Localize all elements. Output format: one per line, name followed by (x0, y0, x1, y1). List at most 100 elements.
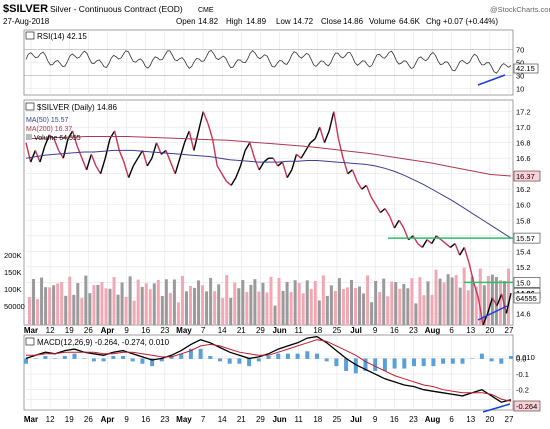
volume-bar (209, 277, 213, 325)
price-segment (146, 157, 153, 167)
price-segment (286, 169, 293, 178)
volume-bar (144, 283, 148, 325)
x-tick-label: 7 (201, 415, 206, 424)
price-segment (417, 242, 423, 248)
price-segment (99, 157, 106, 174)
x-tick-label: 29 (256, 326, 265, 335)
macd-panel (23, 334, 514, 411)
volume-bar (289, 291, 293, 325)
macd-trend-line (482, 403, 511, 413)
volume-bar (370, 302, 374, 325)
price-tick-label: 16.0 (516, 201, 531, 210)
macd-histogram-bar (169, 356, 174, 359)
volume-bar (446, 274, 450, 325)
price-segment (398, 219, 405, 229)
price-segment (216, 165, 223, 175)
macd-histogram-bar (509, 356, 513, 359)
macd-histogram-bar (334, 358, 339, 367)
price-segment (44, 134, 50, 147)
volume-bar (350, 279, 353, 325)
volume-bar (418, 277, 422, 325)
price-segment (468, 262, 475, 283)
macd-histogram-bar (237, 358, 242, 364)
volume-bar (466, 290, 470, 325)
volume-bar (269, 276, 273, 325)
volume-bar (156, 279, 160, 325)
macd-histogram-bar (111, 356, 116, 359)
x-tick-label: 14 (218, 326, 227, 335)
price-segment (431, 235, 437, 244)
macd-histogram-bar (227, 358, 232, 364)
price-segment (249, 142, 256, 159)
macd-title: MACD(12,26,9) -0.264, -0.274, 0.010 (37, 338, 170, 347)
price-segment (445, 242, 451, 248)
macd-histogram-bar (101, 358, 106, 362)
volume-bar (221, 298, 225, 325)
volume-bars (28, 267, 510, 325)
price-segment (53, 138, 60, 151)
volume-tick-label: 200K (4, 251, 22, 260)
x-tick-label: 23 (409, 415, 418, 424)
price-segment (174, 157, 181, 174)
price-segment (370, 196, 377, 206)
x-tick-label: 16 (141, 326, 150, 335)
price-segment (90, 154, 97, 167)
macd-histogram-bar (353, 358, 358, 374)
price-tick-label: 14.6 (516, 309, 531, 318)
x-tick-label: May (176, 415, 192, 424)
x-tick-label: 9 (124, 326, 129, 335)
macd-histogram-bar (499, 358, 504, 364)
volume-bar (76, 283, 80, 325)
volume-tick-label: 150K (4, 268, 22, 277)
x-tick-label: 7 (201, 326, 206, 335)
volume-bar (422, 295, 426, 325)
volume-bar (390, 281, 394, 325)
price-segment (137, 150, 144, 159)
price-segment (342, 157, 349, 174)
price-segment (127, 165, 134, 178)
price-segment (165, 150, 172, 163)
volume-bar (297, 282, 301, 325)
price-legend: $SILVER (Daily) 14.86 (37, 103, 117, 112)
ma200-legend: MA(200) 16.37 (26, 126, 72, 133)
volume-bar (201, 285, 205, 325)
rsi-current-box (513, 63, 539, 74)
volume-bar (84, 275, 88, 325)
volume-bar (329, 285, 333, 325)
price-segment (202, 111, 209, 124)
volume-bar (345, 287, 349, 325)
price-segment (319, 126, 326, 143)
price-segment (361, 184, 367, 190)
volume-bar (285, 281, 289, 325)
volume-bar (305, 280, 309, 325)
price-segment (500, 293, 508, 314)
x-tick-label: 13 (466, 415, 475, 424)
x-tick-label: 11 (295, 415, 304, 424)
volume-bar (241, 280, 245, 325)
x-tick-label: 16 (141, 415, 150, 424)
volume-bar (205, 291, 209, 325)
x-tick-label: Mar (24, 326, 38, 335)
price-axis-label: 16.37 (516, 172, 535, 181)
price-label-box (513, 232, 541, 244)
price-segment (491, 297, 498, 306)
price-segment (258, 161, 265, 171)
macd-tick-label: 0.010 (516, 353, 535, 362)
macd-layer (24, 335, 513, 413)
x-tick-label: 18 (313, 326, 322, 335)
volume-bar (366, 275, 370, 325)
price-segment (188, 130, 195, 151)
volume-value: 64.6K (399, 17, 421, 26)
macd-tick-label: -0.1 (516, 370, 529, 379)
volume-bar (402, 283, 406, 325)
price-segment (39, 146, 46, 163)
macd-histogram-bar (256, 358, 261, 362)
volume-bar (148, 289, 152, 325)
price-segment (81, 157, 88, 171)
price-segment (291, 154, 298, 171)
volume-bar (152, 283, 156, 325)
macd-histogram-bar (441, 358, 446, 364)
open-value: 14.82 (198, 17, 219, 26)
price-segment (193, 130, 200, 151)
